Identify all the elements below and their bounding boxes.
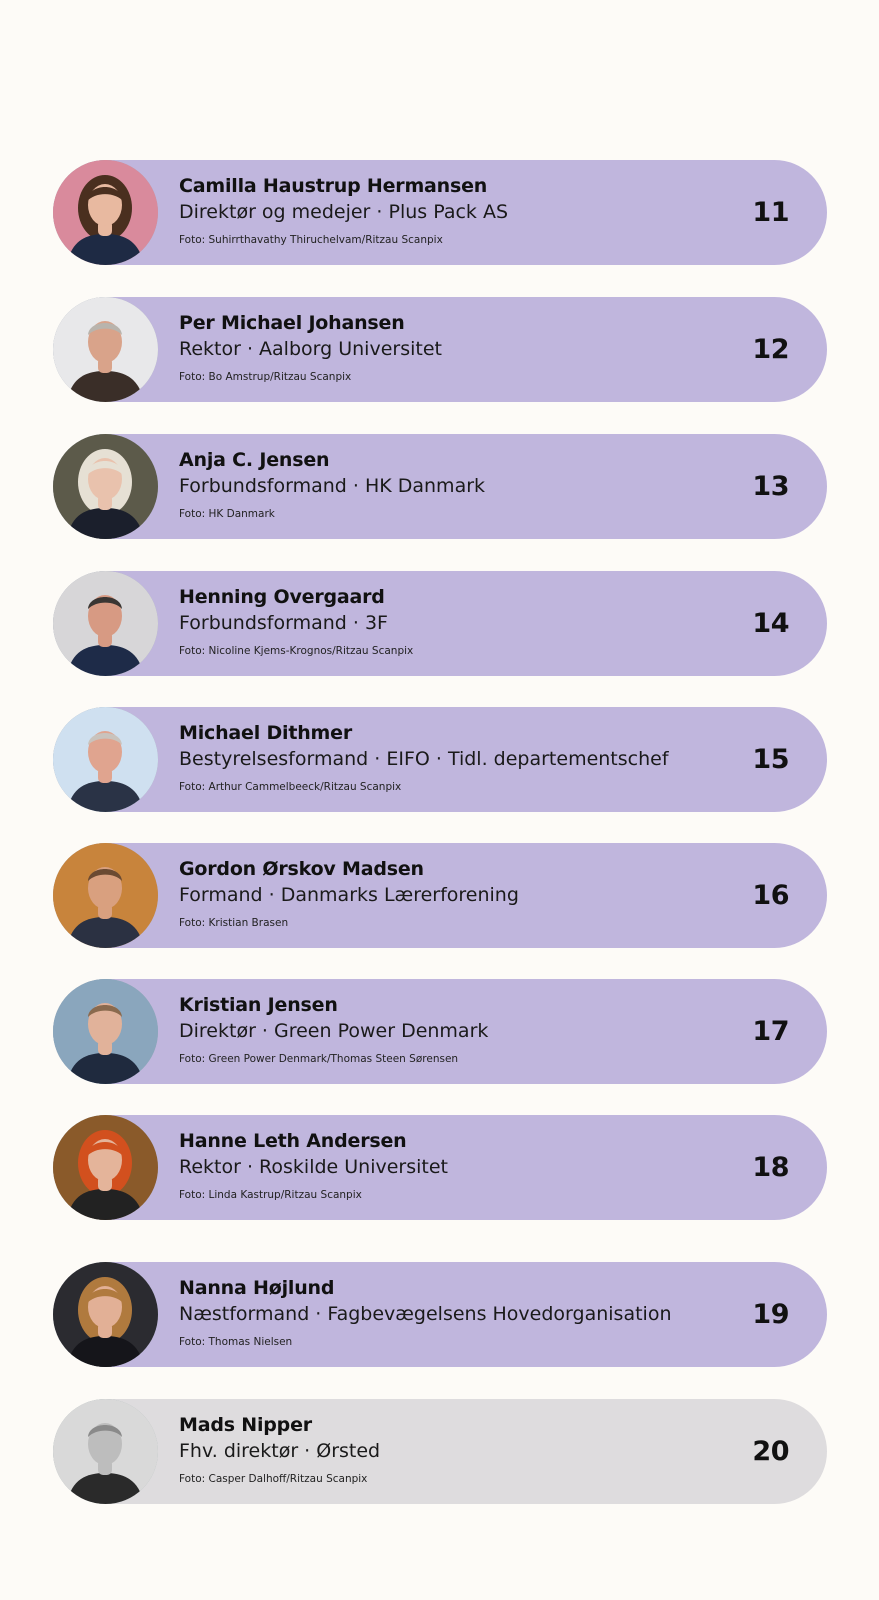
photo-credit: Foto: Suhirrthavathy Thiruchelvam/Ritzau… bbox=[179, 234, 443, 246]
person-card-17[interactable]: Kristian Jensen Direktør · Green Power De… bbox=[53, 979, 827, 1084]
photo-credit: Foto: Arthur Cammelbeeck/Ritzau Scanpix bbox=[179, 781, 402, 793]
portrait-woman-icon bbox=[53, 160, 158, 265]
photo-credit: Foto: Nicoline Kjems-Krognos/Ritzau Scan… bbox=[179, 645, 414, 657]
person-role: Direktør · Green Power Denmark bbox=[179, 1020, 489, 1042]
portrait-man-icon bbox=[53, 843, 158, 948]
person-name: Nanna Højlund bbox=[179, 1277, 335, 1299]
rank-number: 11 bbox=[752, 197, 789, 228]
person-card-16[interactable]: Gordon Ørskov Madsen Formand · Danmarks L… bbox=[53, 843, 827, 948]
person-card-19[interactable]: Nanna Højlund Næstformand · Fagbevægelsen… bbox=[53, 1262, 827, 1367]
person-info: Gordon Ørskov Madsen Formand · Danmarks L… bbox=[179, 857, 717, 931]
rank-number: 16 bbox=[752, 880, 789, 911]
person-info: Michael Dithmer Bestyrelsesformand · EIFO… bbox=[179, 721, 717, 795]
person-role: Forbundsformand · HK Danmark bbox=[179, 475, 486, 497]
person-info: Hanne Leth Andersen Rektor · Roskilde Uni… bbox=[179, 1129, 717, 1203]
person-name: Henning Overgaard bbox=[179, 586, 385, 608]
person-role: Næstformand · Fagbevægelsens Hovedorgani… bbox=[179, 1303, 672, 1325]
person-name: Gordon Ørskov Madsen bbox=[179, 858, 424, 880]
person-card-11[interactable]: Camilla Haustrup Hermansen Direktør og me… bbox=[53, 160, 827, 265]
photo-credit: Foto: HK Danmark bbox=[179, 508, 275, 520]
person-card-14[interactable]: Henning Overgaard Forbundsformand · 3F Fot… bbox=[53, 571, 827, 676]
person-info: Per Michael Johansen Rektor · Aalborg Uni… bbox=[179, 311, 717, 385]
person-name: Per Michael Johansen bbox=[179, 312, 405, 334]
rank-number: 15 bbox=[752, 744, 789, 775]
person-card-18[interactable]: Hanne Leth Andersen Rektor · Roskilde Uni… bbox=[53, 1115, 827, 1220]
person-info: Mads Nipper Fhv. direktør · Ørsted Foto: C… bbox=[179, 1413, 717, 1487]
portrait-man-icon bbox=[53, 979, 158, 1084]
person-card-15[interactable]: Michael Dithmer Bestyrelsesformand · EIFO… bbox=[53, 707, 827, 812]
rank-number: 18 bbox=[752, 1152, 789, 1183]
rank-number: 13 bbox=[752, 471, 789, 502]
person-info: Kristian Jensen Direktør · Green Power De… bbox=[179, 993, 717, 1067]
rank-number: 12 bbox=[752, 334, 789, 365]
rank-number: 19 bbox=[752, 1299, 789, 1330]
portrait-man-icon bbox=[53, 297, 158, 402]
portrait-woman-icon bbox=[53, 1262, 158, 1367]
person-role: Formand · Danmarks Lærerforening bbox=[179, 884, 519, 906]
person-name: Michael Dithmer bbox=[179, 722, 352, 744]
person-name: Camilla Haustrup Hermansen bbox=[179, 175, 488, 197]
person-role: Forbundsformand · 3F bbox=[179, 612, 388, 634]
rank-number: 20 bbox=[752, 1436, 789, 1467]
person-name: Hanne Leth Andersen bbox=[179, 1130, 407, 1152]
portrait-man-icon bbox=[53, 1399, 158, 1504]
portrait-woman-icon bbox=[53, 1115, 158, 1220]
photo-credit: Foto: Linda Kastrup/Ritzau Scanpix bbox=[179, 1189, 362, 1201]
photo-credit: Foto: Thomas Nielsen bbox=[179, 1336, 293, 1348]
person-name: Kristian Jensen bbox=[179, 994, 338, 1016]
person-role: Bestyrelsesformand · EIFO · Tidl. depart… bbox=[179, 748, 669, 770]
portrait-man-icon bbox=[53, 707, 158, 812]
person-info: Henning Overgaard Forbundsformand · 3F Fot… bbox=[179, 585, 717, 659]
person-name: Anja C. Jensen bbox=[179, 449, 330, 471]
person-card-12[interactable]: Per Michael Johansen Rektor · Aalborg Uni… bbox=[53, 297, 827, 402]
person-info: Nanna Højlund Næstformand · Fagbevægelsen… bbox=[179, 1276, 717, 1350]
person-role: Rektor · Roskilde Universitet bbox=[179, 1156, 449, 1178]
person-info: Anja C. Jensen Forbundsformand · HK Danma… bbox=[179, 448, 717, 522]
photo-credit: Foto: Casper Dalhoff/Ritzau Scanpix bbox=[179, 1473, 368, 1485]
person-info: Camilla Haustrup Hermansen Direktør og me… bbox=[179, 174, 717, 248]
person-role: Rektor · Aalborg Universitet bbox=[179, 338, 442, 360]
person-card-13[interactable]: Anja C. Jensen Forbundsformand · HK Danma… bbox=[53, 434, 827, 539]
person-card-20[interactable]: Mads Nipper Fhv. direktør · Ørsted Foto: C… bbox=[53, 1399, 827, 1504]
person-name: Mads Nipper bbox=[179, 1414, 312, 1436]
rank-number: 17 bbox=[752, 1016, 789, 1047]
photo-credit: Foto: Bo Amstrup/Ritzau Scanpix bbox=[179, 371, 352, 383]
portrait-woman-icon bbox=[53, 434, 158, 539]
rank-number: 14 bbox=[752, 608, 789, 639]
portrait-man-icon bbox=[53, 571, 158, 676]
photo-credit: Foto: Kristian Brasen bbox=[179, 917, 289, 929]
person-role: Fhv. direktør · Ørsted bbox=[179, 1440, 381, 1462]
photo-credit: Foto: Green Power Denmark/Thomas Steen S… bbox=[179, 1053, 459, 1065]
person-role: Direktør og medejer · Plus Pack AS bbox=[179, 201, 509, 223]
